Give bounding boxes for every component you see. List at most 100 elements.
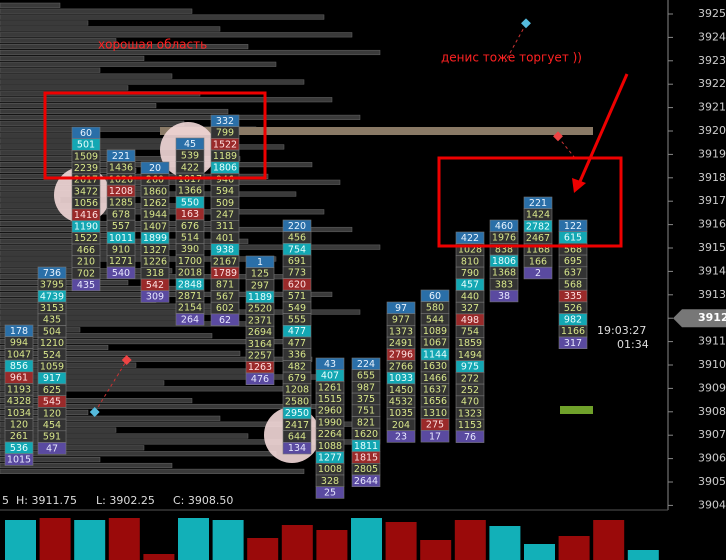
- cell-volume: 1310: [423, 408, 447, 419]
- cell-volume: 125: [251, 269, 269, 280]
- price-label: 3906: [698, 452, 726, 465]
- arrow: [576, 73, 629, 187]
- price-label: 3908: [698, 405, 726, 418]
- cell-volume: 676: [181, 221, 199, 232]
- profile-bar: [0, 61, 277, 67]
- cell-volume: 20: [149, 163, 161, 174]
- cell-volume: 2018: [178, 268, 202, 279]
- price-label: 3909: [698, 381, 726, 394]
- cell-volume: 1700: [178, 256, 202, 267]
- status-high: H: 3911.75: [16, 494, 77, 507]
- volume-panel: [5, 518, 659, 560]
- cell-volume: 460: [495, 221, 513, 232]
- cell-volume: 47: [46, 443, 58, 454]
- profile-bar: [0, 398, 193, 404]
- cell-volume: 454: [43, 420, 61, 431]
- cell-volume: 1262: [143, 198, 167, 209]
- profile-bar: [0, 256, 277, 262]
- price-label: 3912: [698, 311, 726, 324]
- cell-volume: 317: [564, 338, 582, 349]
- cell-volume: 655: [357, 371, 375, 382]
- cell-volume: 1859: [458, 338, 482, 349]
- footprint-cell: [282, 441, 312, 455]
- cell-volume: 1323: [458, 408, 482, 419]
- cell-volume: 2491: [389, 338, 413, 349]
- cell-volume: 272: [461, 373, 479, 384]
- cell-volume: 2264: [318, 429, 342, 440]
- cell-volume: 615: [564, 233, 582, 244]
- cell-volume: 1189: [213, 151, 237, 162]
- price-label: 3920: [698, 124, 726, 137]
- cell-volume: 1277: [318, 452, 342, 463]
- cell-volume: 390: [181, 244, 199, 255]
- cell-volume: 838: [495, 244, 513, 255]
- footprint-cell: [245, 372, 275, 385]
- cell-volume: 1630: [423, 361, 447, 372]
- status-period: 5: [2, 494, 9, 507]
- footprint-cell: [315, 486, 345, 499]
- cell-volume: 224: [357, 359, 375, 370]
- volume-bar: [281, 525, 313, 560]
- price-label: 3914: [698, 264, 726, 277]
- footprint-cell: [489, 289, 519, 303]
- cell-volume: 435: [77, 280, 95, 291]
- profile-bar: [0, 445, 145, 451]
- cell-volume: 1168: [526, 245, 550, 256]
- status-close: C: 3908.50: [173, 494, 233, 507]
- cell-volume: 790: [461, 268, 479, 279]
- volume-bar: [593, 520, 625, 560]
- price-label: 3907: [698, 428, 726, 441]
- price-label: 3925: [698, 7, 726, 20]
- price-label: 3921: [698, 101, 726, 114]
- cell-volume: 1026: [109, 174, 133, 185]
- price-label: 3922: [698, 77, 726, 90]
- cell-volume: 1271: [109, 256, 133, 267]
- cell-volume: 679: [288, 373, 306, 384]
- cell-volume: 3795: [40, 280, 64, 291]
- cell-volume: 637: [564, 268, 582, 279]
- cell-volume: 120: [10, 419, 28, 430]
- cell-volume: 247: [216, 209, 234, 220]
- footprint-cell: [175, 313, 205, 326]
- cell-volume: 571: [288, 291, 306, 302]
- profile-bar: [0, 97, 333, 103]
- annotation: хорошая область: [98, 38, 207, 52]
- footprint-cell: [106, 266, 136, 279]
- level-bar: [160, 127, 593, 135]
- cell-volume: 1226: [143, 256, 167, 267]
- cell-volume: 1515: [318, 394, 342, 405]
- cell-volume: 2848: [178, 279, 202, 290]
- cell-volume: 1815: [354, 452, 378, 463]
- cell-volume: 1416: [74, 210, 98, 221]
- cell-volume: 3153: [40, 303, 64, 314]
- cell-volume: 4532: [389, 396, 413, 407]
- cell-volume: 1008: [318, 464, 342, 475]
- cell-volume: 810: [461, 256, 479, 267]
- profile-bar: [0, 415, 221, 421]
- footprint-cell: [558, 336, 588, 349]
- cell-volume: 1047: [7, 349, 31, 360]
- cell-volume: 2950: [285, 408, 309, 419]
- cell-volume: 1366: [178, 186, 202, 197]
- volume-bar: [558, 536, 590, 560]
- cell-volume: 62: [219, 315, 231, 326]
- cell-volume: 799: [216, 128, 234, 139]
- cell-volume: 1522: [213, 139, 237, 150]
- cell-volume: 550: [181, 197, 199, 208]
- cell-volume: 524: [43, 350, 61, 361]
- profile-bar: [0, 55, 145, 61]
- price-label: 3918: [698, 171, 726, 184]
- cell-volume: 498: [461, 315, 479, 326]
- clock-time: 19:03:27: [597, 324, 646, 337]
- cell-volume: 204: [392, 420, 410, 431]
- cell-volume: 946: [216, 174, 234, 185]
- volume-bar: [247, 538, 279, 560]
- cell-volume: 476: [251, 374, 269, 385]
- marker: [553, 131, 563, 142]
- status-low: L: 3902.25: [96, 494, 155, 507]
- cell-volume: 2520: [248, 304, 272, 315]
- volume-bar: [5, 520, 36, 560]
- cell-volume: 1208: [285, 385, 309, 396]
- price-label: 3904: [698, 498, 726, 511]
- cell-volume: 482: [288, 361, 306, 372]
